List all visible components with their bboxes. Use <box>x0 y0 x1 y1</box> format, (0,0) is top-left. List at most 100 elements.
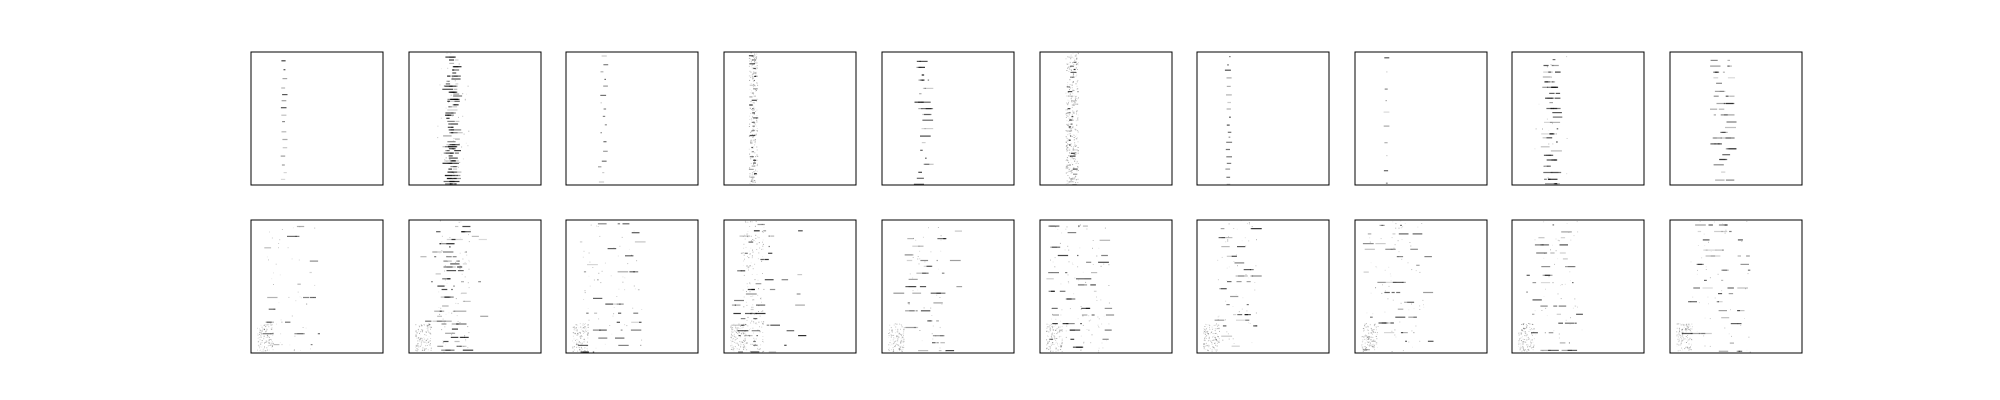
noise-dot <box>1553 330 1555 332</box>
noise-dot <box>1687 326 1689 328</box>
stripe-mark <box>615 337 625 339</box>
stripe-mark <box>925 108 931 110</box>
noise-dot <box>418 325 420 327</box>
noise-dot <box>1074 102 1076 104</box>
noise-dot <box>417 332 418 334</box>
noise-dot <box>761 223 763 225</box>
noise-dot <box>1214 337 1216 339</box>
noise-dot <box>753 159 755 160</box>
noise-dot <box>1524 335 1526 337</box>
noise-dot <box>1682 340 1683 342</box>
noise-dot <box>464 99 466 101</box>
noise-dot <box>1071 101 1073 103</box>
noise-dot <box>888 329 890 331</box>
noise-dot <box>1366 323 1367 325</box>
noise-dot <box>1080 306 1082 307</box>
stripe-mark <box>1407 301 1415 303</box>
noise-dot <box>425 339 427 341</box>
noise-dot <box>1364 339 1365 340</box>
stripe-mark <box>1729 230 1732 233</box>
noise-dot <box>610 275 612 277</box>
noise-dot <box>757 82 758 84</box>
noise-dot <box>1104 227 1106 229</box>
noise-dot <box>754 225 756 227</box>
noise-dot <box>753 102 755 104</box>
noise-dot <box>912 277 914 279</box>
noise-dot <box>584 331 586 333</box>
noise-dot <box>1532 346 1534 348</box>
stripe-mark <box>1727 59 1730 61</box>
noise-dot <box>1071 104 1073 106</box>
noise-dot <box>1394 244 1396 246</box>
noise-dot <box>1072 158 1074 160</box>
stripe-mark <box>1227 64 1229 66</box>
noise-dot <box>1050 346 1052 348</box>
stripe-mark <box>457 345 462 347</box>
noise-dot <box>751 90 752 92</box>
noise-dot <box>1210 340 1212 342</box>
noise-dot <box>1523 348 1524 350</box>
noise-dot <box>750 92 752 94</box>
noise-dot <box>1367 342 1369 343</box>
noise-dot <box>752 128 754 130</box>
noise-dot <box>891 331 893 333</box>
noise-dot <box>1071 106 1073 108</box>
noise-dot <box>1076 88 1078 90</box>
noise-dot <box>1391 330 1393 332</box>
noise-dot <box>1205 345 1207 347</box>
noise-dot <box>1096 255 1098 257</box>
noise-dot <box>1687 348 1689 349</box>
noise-dot <box>1059 346 1061 348</box>
stripe-mark <box>1548 332 1554 334</box>
noise-dot <box>572 335 574 337</box>
noise-dot <box>741 333 743 335</box>
stripe-mark <box>592 351 595 353</box>
noise-dot <box>1542 128 1543 130</box>
noise-dot <box>1077 152 1079 154</box>
noise-dot <box>752 75 754 77</box>
stripe-mark <box>603 64 609 66</box>
noise-dot <box>748 334 750 336</box>
noise-dot <box>1052 342 1054 344</box>
stripe-mark <box>453 162 458 164</box>
stripe-mark <box>436 320 446 322</box>
stripe-mark <box>1246 304 1249 306</box>
noise-dot <box>1100 265 1102 267</box>
stripe-mark <box>908 278 918 280</box>
noise-dot <box>747 235 748 237</box>
noise-dot <box>1076 170 1078 172</box>
stripe-mark <box>1386 155 1388 157</box>
noise-dot <box>582 256 584 258</box>
noise-dot <box>1684 329 1686 331</box>
noise-dot <box>1244 237 1246 239</box>
noise-dot <box>1573 235 1575 237</box>
noise-dot <box>1070 69 1072 71</box>
noise-dot <box>902 339 904 341</box>
noise-dot <box>747 231 749 232</box>
noise-dot <box>746 283 748 285</box>
noise-dot <box>749 265 751 266</box>
noise-dot <box>464 262 466 263</box>
noise-dot <box>748 75 750 77</box>
noise-dot <box>1361 336 1363 338</box>
stripe-mark <box>478 238 487 241</box>
panel-r0-c2 <box>565 51 699 186</box>
stripe-mark <box>1051 307 1058 309</box>
noise-dot <box>762 231 764 233</box>
noise-dot <box>1069 181 1071 183</box>
noise-dot <box>750 66 752 68</box>
stripe-mark <box>455 310 467 312</box>
noise-dot <box>1531 339 1533 341</box>
noise-dot <box>577 332 579 334</box>
noise-dot <box>1372 343 1374 345</box>
noise-dot <box>1203 328 1205 330</box>
stripe-mark <box>1091 272 1098 274</box>
stripe-mark <box>1226 108 1231 110</box>
noise-dot <box>900 334 902 336</box>
noise-dot <box>895 343 897 345</box>
noise-dot <box>1689 325 1691 327</box>
noise-dot <box>1369 237 1371 239</box>
stripe-mark <box>1736 350 1740 352</box>
panel-frame <box>408 219 542 354</box>
noise-dot <box>266 256 268 258</box>
